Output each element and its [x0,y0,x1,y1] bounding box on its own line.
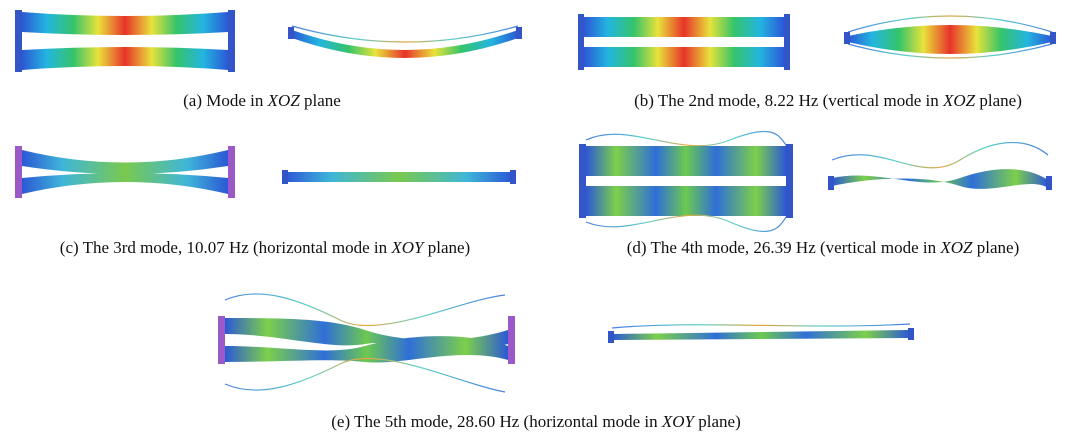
figure: (a) Mode in XOZ plane (b) The 2nd mode, … [0,0,1071,433]
caption-a: (a) Mode in XOZ plane [183,91,341,110]
page: {"figure": {"panels": [ {"caption": {"pr… [0,0,1071,433]
caption-d: (d) The 4th mode, 26.39 Hz (vertical mod… [627,238,1020,257]
panel-d-plan [579,131,793,231]
panel-b-plan [578,14,790,70]
panel-c-plan [15,146,235,198]
caption-plane: XOZ [267,91,301,110]
panel-b-elevation [844,16,1056,58]
caption-plane: XOY [390,238,425,257]
panel-e-elevation [608,324,914,343]
caption-e: (e) The 5th mode, 28.60 Hz (horizontal m… [331,412,741,431]
caption-text: plane) [423,238,470,257]
caption-c: (c) The 3rd mode, 10.07 Hz (horizontal m… [60,238,470,257]
caption-text: (e) The 5th mode, 28.60 Hz (horizontal m… [331,412,662,431]
panel-c-elevation [282,164,516,184]
caption-text: plane [300,91,341,110]
panel-e-plan [218,294,515,392]
caption-text: (c) The 3rd mode, 10.07 Hz (horizontal m… [60,238,392,257]
caption-text: (d) The 4th mode, 26.39 Hz (vertical mod… [627,238,941,257]
caption-text: plane) [694,412,741,431]
caption-b: (b) The 2nd mode, 8.22 Hz (vertical mode… [634,91,1022,110]
caption-text: (b) The 2nd mode, 8.22 Hz (vertical mode… [634,91,943,110]
caption-plane: XOY [661,412,696,431]
caption-text: (a) Mode in [183,91,268,110]
caption-plane: XOZ [939,238,973,257]
caption-plane: XOZ [942,91,976,110]
panel-a-plan [15,10,235,72]
panel-a-elevation [288,26,522,58]
caption-text: plane) [975,91,1022,110]
caption-text: plane) [973,238,1020,257]
panel-d-elevation [828,143,1052,191]
